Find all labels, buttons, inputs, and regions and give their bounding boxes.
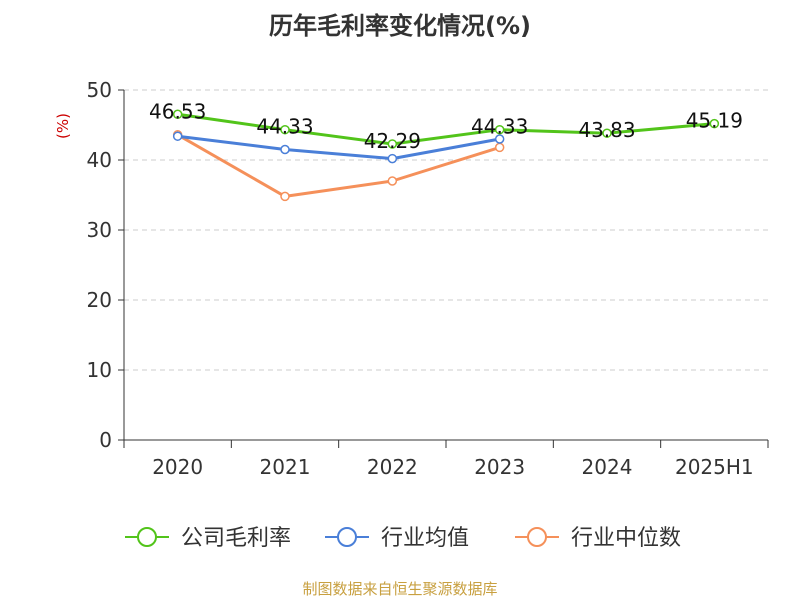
y-tick-label: 20 [87, 288, 112, 312]
data-label: 42.29 [364, 129, 421, 153]
series-lines [172, 109, 720, 202]
data-point [387, 176, 398, 186]
legend-marker [527, 527, 547, 547]
data-point [494, 134, 505, 144]
data-point [280, 144, 290, 155]
data-point [602, 128, 612, 138]
axes: 0 10 20 30 40 50 2020 2021 2022 2023 2024 2025H1 (%) [54, 78, 769, 479]
legend-label: 公司毛利率 [181, 526, 291, 551]
data-label: 44.33 [471, 115, 528, 139]
legend-marker [137, 527, 157, 547]
x-tick-label: 2021 [260, 455, 311, 479]
series-line [177, 112, 715, 146]
x-tick-label: 2025H1 [675, 455, 754, 479]
data-point [280, 124, 290, 135]
data-label: 45.19 [686, 109, 743, 133]
y-tick-label: 50 [87, 78, 112, 102]
x-tick-label: 2020 [152, 455, 203, 479]
legend-label: 行业中位数 [571, 526, 681, 551]
data-source-footer: 制图数据来自恒生聚源数据库 [302, 580, 498, 598]
y-tick-label: 30 [87, 218, 112, 242]
data-point [494, 124, 505, 135]
grid-lines [124, 89, 768, 371]
data-point [172, 109, 183, 120]
series-line [176, 133, 501, 198]
x-tick-label: 2022 [367, 455, 418, 479]
x-tick-label: 2024 [582, 455, 633, 479]
chart-title: 历年毛利率变化情况(%) [269, 12, 531, 40]
x-tick-label: 2023 [474, 455, 525, 479]
y-tick-label: 10 [87, 358, 112, 382]
data-point [172, 131, 183, 141]
legend-marker [337, 527, 357, 547]
data-point [387, 153, 398, 164]
data-point [280, 191, 290, 202]
legend-label: 行业均值 [381, 526, 469, 551]
data-labels: 46.53 44.33 42.29 44.33 43.83 45.19 [149, 99, 743, 153]
y-tick-label: 0 [99, 428, 112, 452]
y-tick-label: 40 [87, 148, 112, 172]
data-label: 43.83 [578, 118, 635, 142]
y-axis-unit-label: (%) [54, 113, 72, 139]
data-point [387, 139, 398, 149]
data-label: 46.53 [149, 99, 206, 123]
data-label: 44.33 [256, 115, 313, 139]
series-line [177, 134, 500, 161]
data-point [494, 142, 505, 153]
data-point [709, 118, 720, 129]
legend: 公司毛利率 行业均值 行业中位数 [125, 526, 681, 551]
